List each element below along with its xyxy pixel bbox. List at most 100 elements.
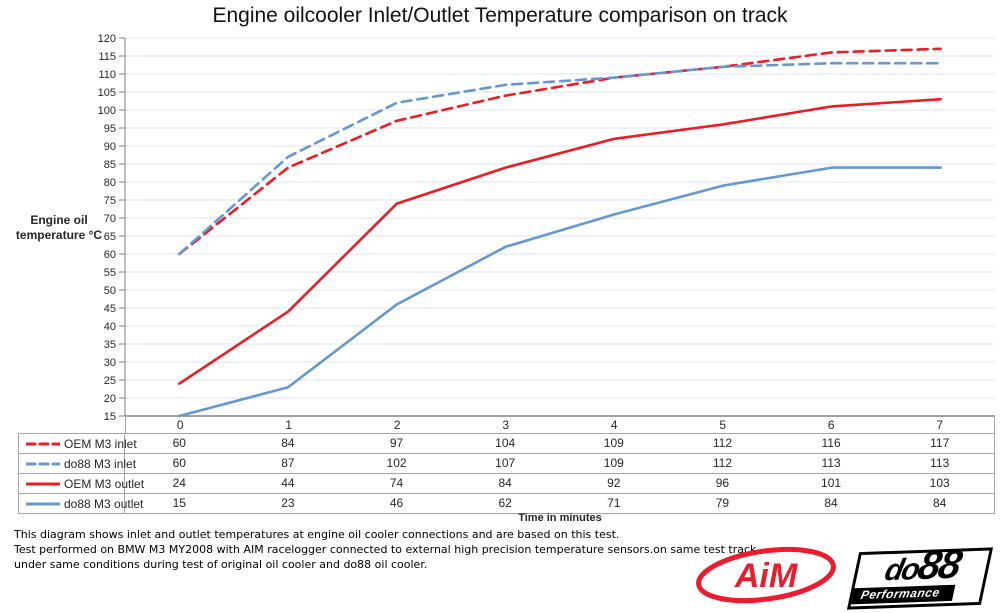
x-tick-label: 4 <box>610 418 618 432</box>
aim-logo-text: AiM <box>734 557 798 595</box>
legend-label: do88 M3 inlet <box>64 456 137 471</box>
y-tick-label: 50 <box>104 285 116 297</box>
series-line <box>178 61 942 256</box>
table-cell: 46 <box>389 496 404 510</box>
table-cell: 62 <box>498 496 512 510</box>
y-tick-label: 110 <box>98 69 116 81</box>
y-tick-label: 55 <box>104 267 116 279</box>
y-tick-label: 115 <box>98 51 116 63</box>
x-tick-label: 7 <box>936 418 944 432</box>
line-chart: 15 20 25 30 35 40 45 50 55 60 65 70 75 80 85 90 95 100 105… <box>98 33 995 420</box>
x-tick-label: 6 <box>827 418 835 432</box>
y-tick-label: 60 <box>104 249 116 261</box>
do88-logo-subtitle: Performance <box>851 584 956 605</box>
y-tick-label: 65 <box>104 231 116 243</box>
table-cell: 113 <box>930 456 950 470</box>
table-row: do88 M3 inlet 60 87 102 107 109 112 113 113 <box>19 453 994 473</box>
table-row: OEM M3 outlet 24 44 74 84 92 96 101 103 <box>19 473 994 493</box>
x-tick-label: 1 <box>285 418 293 432</box>
table-cell: 112 <box>712 456 732 470</box>
series-line <box>178 166 942 418</box>
series-line <box>178 47 942 256</box>
y-tick-label: 100 <box>98 105 116 117</box>
table-cell: 84 <box>281 436 295 450</box>
y-tick-label: 95 <box>104 123 116 135</box>
legend-swatch <box>26 482 60 485</box>
legend-label: OEM M3 outlet <box>64 476 145 491</box>
legend-cell: OEM M3 inlet <box>19 434 137 453</box>
y-tick-label: 85 <box>104 159 116 171</box>
table-cell: 60 <box>172 456 186 470</box>
y-tick-label: 80 <box>104 177 116 189</box>
legend-swatch <box>26 442 60 445</box>
y-tick-label: 40 <box>104 321 116 333</box>
table-cell: 113 <box>821 456 841 470</box>
table-cell: 116 <box>821 436 841 450</box>
table-cell: 97 <box>389 436 404 450</box>
legend-cell: do88 M3 inlet <box>19 454 136 473</box>
y-tick-label: 70 <box>104 213 116 225</box>
table-cell: 109 <box>603 436 624 450</box>
caption-line-1: This diagram shows inlet and outlet temp… <box>14 528 620 541</box>
table-cell: 104 <box>495 436 516 450</box>
do88-logo-text-88: 88 <box>914 542 964 589</box>
table-cell: 71 <box>607 496 621 510</box>
table-cell: 84 <box>824 496 838 510</box>
table-cell: 109 <box>603 456 624 470</box>
y-tick-label: 120 <box>98 33 116 45</box>
table-cell: 117 <box>930 436 950 450</box>
legend-label: OEM M3 inlet <box>64 436 137 451</box>
caption-line-2: Test performed on BMW M3 MY2008 with AIM… <box>14 543 757 556</box>
y-tick-label: 90 <box>104 141 116 153</box>
caption-block: This diagram shows inlet and outlet temp… <box>14 527 756 572</box>
table-cell: 87 <box>281 456 295 470</box>
table-row: OEM M3 inlet 60 84 97 104 109 112 116 117 <box>19 434 994 453</box>
table-cell: 74 <box>389 476 404 490</box>
y-axis-title-line2: temperature °C <box>15 228 103 242</box>
table-cell: 102 <box>386 456 407 470</box>
y-tick-label: 25 <box>104 375 116 387</box>
table-cell: 92 <box>607 476 621 490</box>
table-cell: 103 <box>929 476 950 490</box>
data-table: OEM M3 inlet 60 84 97 104 109 112 116 117 do88 M3… <box>18 433 995 514</box>
table-cell: 96 <box>715 476 730 490</box>
legend-swatch <box>26 502 60 505</box>
table-cell: 15 <box>172 496 186 510</box>
x-axis-labels-row: 0 1 2 3 4 5 6 7 <box>125 416 995 433</box>
x-axis-title: Time in minutes <box>518 512 602 524</box>
y-tick-label: 75 <box>104 195 116 207</box>
x-tick-label: 2 <box>393 418 401 432</box>
table-cell: 107 <box>495 456 516 470</box>
table-cell: 79 <box>715 496 730 510</box>
aim-logo-ellipse <box>696 546 836 604</box>
x-tick-label: 0 <box>176 418 184 432</box>
y-axis-title-line1: Engine oil <box>30 213 88 227</box>
y-axis-title: Engine oil temperature °C <box>4 213 114 243</box>
y-tick-label: 35 <box>104 339 116 351</box>
x-tick-label: 5 <box>719 418 727 432</box>
table-cell: 84 <box>933 496 947 510</box>
aim-logo: AiM <box>696 546 836 604</box>
table-cell: 24 <box>172 476 186 490</box>
y-tick-label: 45 <box>104 303 116 315</box>
table-cell: 84 <box>498 476 512 490</box>
table-row: do88 M3 outlet 15 23 46 62 71 79 84 84 <box>19 493 994 513</box>
legend-label: do88 M3 outlet <box>64 496 144 511</box>
do88-logo: do88 Performance <box>846 542 994 610</box>
chart-title: Engine oilcooler Inlet/Outlet Temperatur… <box>212 4 788 27</box>
table-cell: 23 <box>281 496 295 510</box>
legend-swatch <box>26 462 60 465</box>
legend-cell: OEM M3 outlet <box>19 474 144 493</box>
table-cell: 60 <box>172 436 186 450</box>
y-tick-label: 15 <box>104 411 116 420</box>
table-cell: 112 <box>712 436 732 450</box>
y-tick-label: 105 <box>98 87 116 99</box>
y-tick-label: 30 <box>104 357 116 369</box>
table-cell: 101 <box>821 476 842 490</box>
caption-line-3: under same conditions during test of ori… <box>14 558 428 571</box>
x-tick-label: 3 <box>502 418 510 432</box>
series-line <box>178 97 942 385</box>
y-tick-label: 20 <box>104 393 116 405</box>
legend-cell: do88 M3 outlet <box>19 494 143 513</box>
